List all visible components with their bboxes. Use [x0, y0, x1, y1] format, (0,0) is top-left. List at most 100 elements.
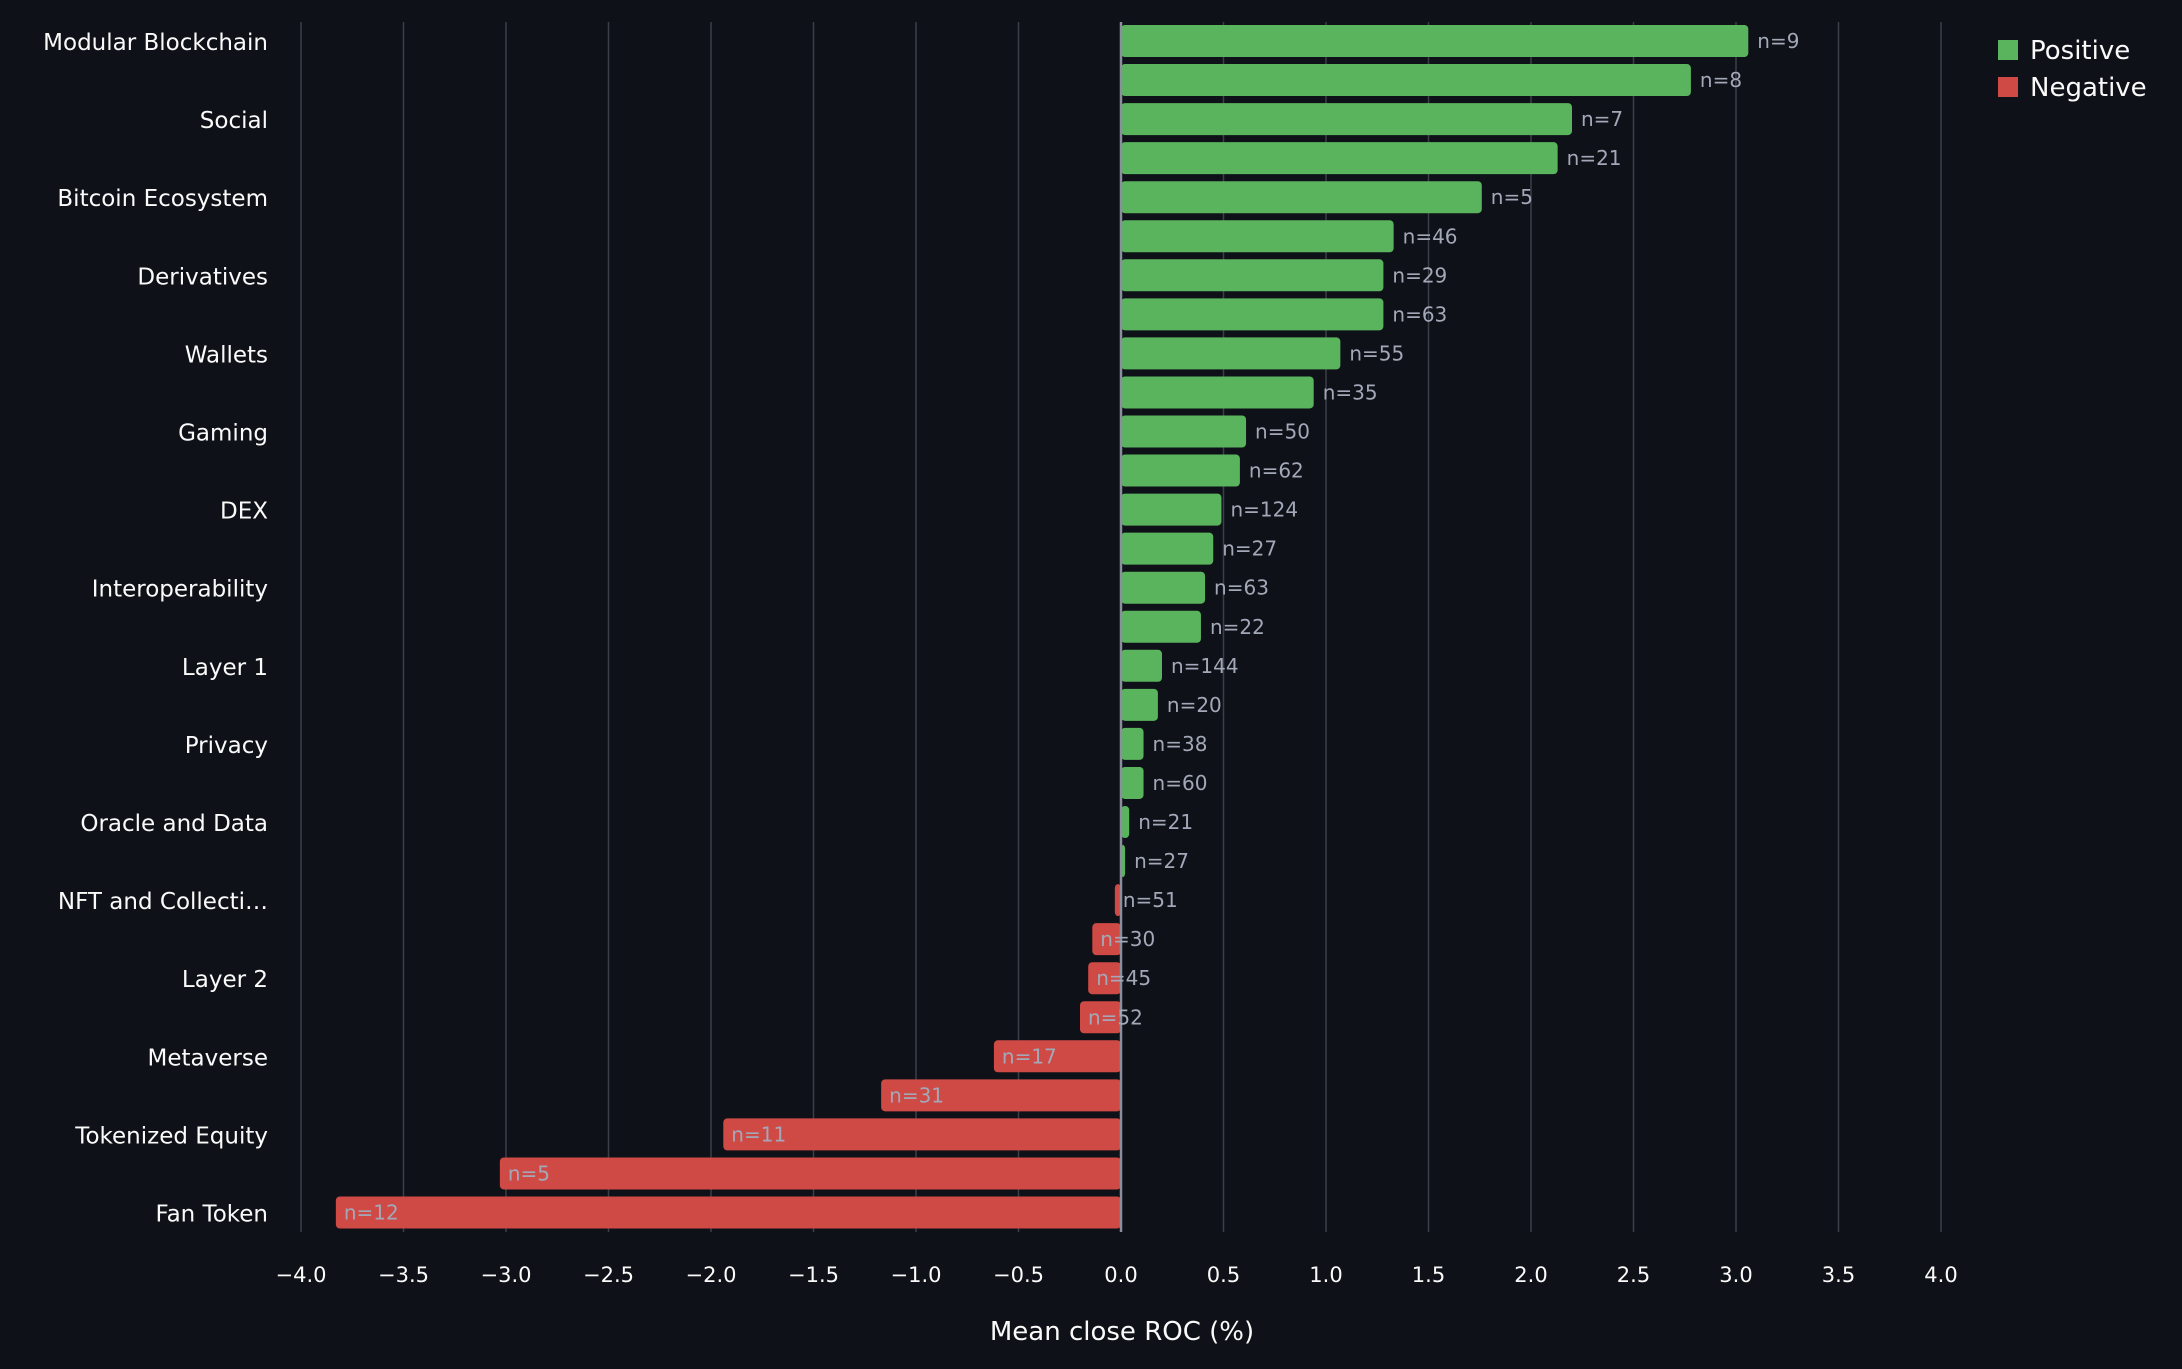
bar-count-label: n=9	[1757, 29, 1799, 53]
x-tick-label: −1.0	[891, 1263, 942, 1287]
bar-count-label: n=38	[1153, 732, 1208, 756]
bar-count-label: n=17	[1002, 1044, 1057, 1068]
bar-negative	[1088, 962, 1121, 995]
category-label: Fan Token	[155, 1202, 268, 1228]
bar-count-label: n=11	[731, 1122, 786, 1146]
category-label: DEX	[220, 499, 268, 525]
bar-count-label: n=8	[1700, 68, 1742, 92]
x-tick-label: −3.5	[378, 1263, 429, 1287]
bar-count-label: n=5	[1491, 185, 1533, 209]
category-label: Bitcoin Ecosystem	[57, 186, 268, 212]
bar-positive	[1121, 25, 1749, 57]
x-tick-label: 2.0	[1514, 1263, 1547, 1287]
bar-positive	[1121, 766, 1144, 799]
bar-negative	[1092, 923, 1121, 956]
category-label: Layer 2	[182, 967, 268, 993]
bar-positive	[1121, 415, 1247, 448]
bar-negative	[499, 1157, 1122, 1190]
bar-count-label: n=12	[344, 1201, 399, 1225]
bar-positive	[1121, 493, 1222, 526]
bar-negative	[1080, 1001, 1121, 1034]
bar-count-label: n=46	[1403, 224, 1458, 248]
bar-count-label: n=63	[1392, 302, 1447, 326]
bar-count-label: n=5	[508, 1161, 550, 1185]
bar-count-label: n=35	[1323, 380, 1378, 404]
category-label: Tokenized Equity	[74, 1123, 268, 1149]
bar-count-label: n=144	[1171, 654, 1239, 678]
bar-count-label: n=20	[1167, 693, 1222, 717]
bar-positive	[1121, 727, 1144, 760]
grid-lines	[300, 22, 1942, 1232]
x-tick-label: −1.5	[788, 1263, 839, 1287]
category-labels: Modular Blockchain Social Bitcoin Ecosyste…	[43, 30, 268, 1228]
bar-positive	[1121, 532, 1214, 565]
category-label: Privacy	[185, 733, 268, 759]
bar-count-label: n=21	[1567, 146, 1622, 170]
bar-count-label: n=50	[1255, 420, 1310, 444]
x-tick-label: 0.5	[1207, 1263, 1240, 1287]
legend: Positive Negative	[1998, 36, 2147, 103]
x-tick-label: 1.0	[1309, 1263, 1342, 1287]
bar-count-label: n=63	[1214, 576, 1269, 600]
legend-swatch	[1998, 77, 2018, 97]
bar-count-label: n=22	[1210, 615, 1265, 639]
bar-positive	[1121, 376, 1314, 409]
bar-count-label: n=124	[1230, 498, 1298, 522]
bar-positive	[1121, 142, 1558, 175]
bar-count-label: n=29	[1392, 263, 1447, 287]
x-tick-label: −0.5	[993, 1263, 1044, 1287]
x-axis-title: Mean close ROC (%)	[990, 1317, 1254, 1347]
category-label: Interoperability	[92, 577, 268, 603]
category-label: Metaverse	[148, 1045, 268, 1071]
bar-count-label: n=21	[1138, 810, 1193, 834]
bar-positive	[1121, 649, 1162, 682]
x-tick-label: −2.5	[583, 1263, 634, 1287]
category-label: Wallets	[185, 342, 268, 368]
bar-labels: n=9 n=8 n=7 n=21 n=5 n=46 n=29 n=63 n=55 n=35 n=50…	[344, 29, 1800, 1225]
x-tick-labels: −4.0 −3.5 −3.0 −2.5 −2.0 −1.5 −1.0 −0.5 0.0 0.5 1.…	[276, 1263, 1958, 1287]
x-tick-label: −4.0	[276, 1263, 327, 1287]
bar-count-label: n=7	[1581, 107, 1623, 131]
bar-positive	[1121, 610, 1201, 643]
bar-count-label: n=55	[1349, 341, 1404, 365]
bar-negative	[723, 1118, 1121, 1151]
x-tick-label: 3.5	[1822, 1263, 1855, 1287]
bar-positive	[1121, 220, 1394, 253]
bar-negative	[881, 1079, 1121, 1112]
bar-count-label: n=30	[1100, 927, 1155, 951]
bar-count-label: n=60	[1153, 771, 1208, 795]
bar-count-label: n=27	[1222, 537, 1277, 561]
bar-count-label: n=31	[889, 1083, 944, 1107]
bar-positive	[1121, 571, 1206, 604]
bar-negative	[1114, 884, 1121, 917]
x-tick-label: 3.0	[1719, 1263, 1752, 1287]
bar-count-label: n=45	[1096, 966, 1151, 990]
bar-count-label: n=51	[1123, 888, 1178, 912]
bar-positive	[1121, 103, 1572, 136]
bar-positive	[1121, 259, 1384, 292]
x-tick-label: −2.0	[686, 1263, 737, 1287]
bar-positive	[1121, 181, 1482, 214]
legend-label: Negative	[2030, 73, 2147, 103]
legend-label: Positive	[2030, 36, 2130, 66]
bar-count-label: n=27	[1134, 849, 1189, 873]
x-tick-label: −3.0	[481, 1263, 532, 1287]
x-tick-label: 0.0	[1104, 1263, 1137, 1287]
bar-positive	[1121, 806, 1130, 838]
bar-positive	[1121, 64, 1691, 97]
bar-negative	[335, 1196, 1122, 1229]
x-tick-label: 2.5	[1617, 1263, 1650, 1287]
category-label: Oracle and Data	[80, 811, 268, 837]
x-tick-label: 1.5	[1412, 1263, 1445, 1287]
category-label: Gaming	[178, 421, 268, 447]
bar-negative	[993, 1040, 1121, 1073]
category-label: Modular Blockchain	[43, 30, 268, 56]
category-label: Layer 1	[182, 655, 268, 681]
bars	[335, 25, 1749, 1229]
x-tick-label: 4.0	[1924, 1263, 1957, 1287]
bar-positive	[1121, 337, 1341, 370]
category-label: Social	[200, 108, 268, 134]
legend-swatch	[1998, 40, 2018, 60]
bar-positive	[1121, 454, 1240, 487]
